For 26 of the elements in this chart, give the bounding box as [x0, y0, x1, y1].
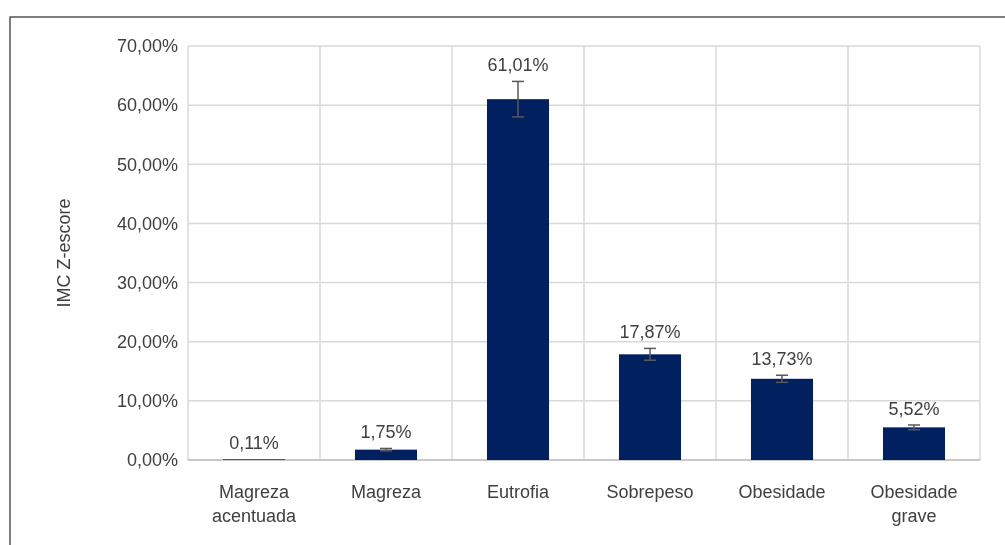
bar: [354, 449, 418, 460]
data-label: 1,75%: [360, 422, 412, 443]
data-label: 17,87%: [619, 322, 681, 343]
data-label: 5,52%: [888, 398, 940, 419]
bar: [486, 99, 550, 460]
x-tick-label: Sobrepeso: [606, 482, 694, 502]
y-tick-label: 50,00%: [116, 154, 178, 175]
y-tick-label: 30,00%: [116, 272, 178, 293]
data-label: 61,01%: [487, 55, 549, 76]
y-tick-label: 10,00%: [116, 391, 178, 412]
y-tick-label: 20,00%: [116, 332, 178, 353]
bar: [882, 427, 946, 460]
bar: [618, 354, 682, 460]
x-tick-label: Obesidade: [738, 482, 826, 502]
data-label: 13,73%: [751, 349, 813, 370]
y-tick-label: 70,00%: [116, 36, 178, 57]
y-tick-label: 40,00%: [116, 213, 178, 234]
bar: [750, 378, 814, 460]
y-tick-label: 60,00%: [116, 95, 178, 116]
x-tick-label: Magreza acentuada: [211, 482, 298, 526]
y-tick-label: 0,00%: [126, 450, 178, 471]
x-tick-label: Magreza: [350, 482, 422, 502]
y-axis-title: IMC Z-escore: [54, 198, 74, 308]
x-tick-label: Obesidade grave: [870, 482, 958, 526]
x-tick-label: Eutrofia: [486, 482, 550, 502]
data-label: 0,11%: [229, 433, 279, 454]
